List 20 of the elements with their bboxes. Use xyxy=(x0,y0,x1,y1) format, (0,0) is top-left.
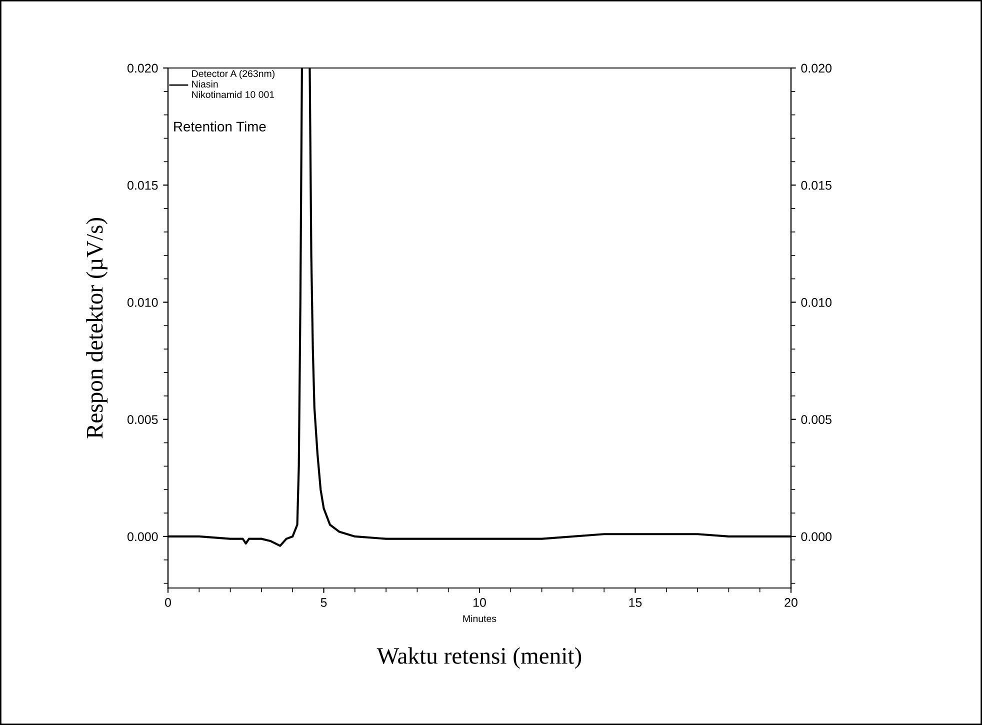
y-axis-title: Respon detektor (µV/s) xyxy=(86,218,108,438)
x-tick-label: 10 xyxy=(474,598,486,607)
text: Detector A (263nm) Niasin Nikotinamid 10 001 xyxy=(192,70,274,98)
y2-tick-label: 0.005 xyxy=(801,415,832,424)
y-tick-label: 0.005 xyxy=(127,415,158,424)
y-tick-label: 0.000 xyxy=(127,532,158,542)
y-tick-label: 0.010 xyxy=(127,298,158,307)
text: Waktu retensi (menit) xyxy=(376,647,582,669)
y-tick-label: 0.020 xyxy=(127,64,158,73)
y2-tick-label: 0.000 xyxy=(801,532,832,542)
y-tick-label: 0.015 xyxy=(127,180,158,190)
y2-tick-label: 0.015 xyxy=(801,180,832,190)
x-tick-label: 5 xyxy=(320,598,327,607)
x-tick-label: 20 xyxy=(784,598,798,607)
x-tick-label: 15 xyxy=(629,598,642,607)
annotation: Retention Time xyxy=(174,121,266,132)
y2-tick-label: 0.020 xyxy=(801,64,832,73)
x-tick-label: 0 xyxy=(165,598,171,607)
x-axis-title: Minutes xyxy=(463,614,496,622)
y2-tick-label: 0.010 xyxy=(801,298,832,307)
